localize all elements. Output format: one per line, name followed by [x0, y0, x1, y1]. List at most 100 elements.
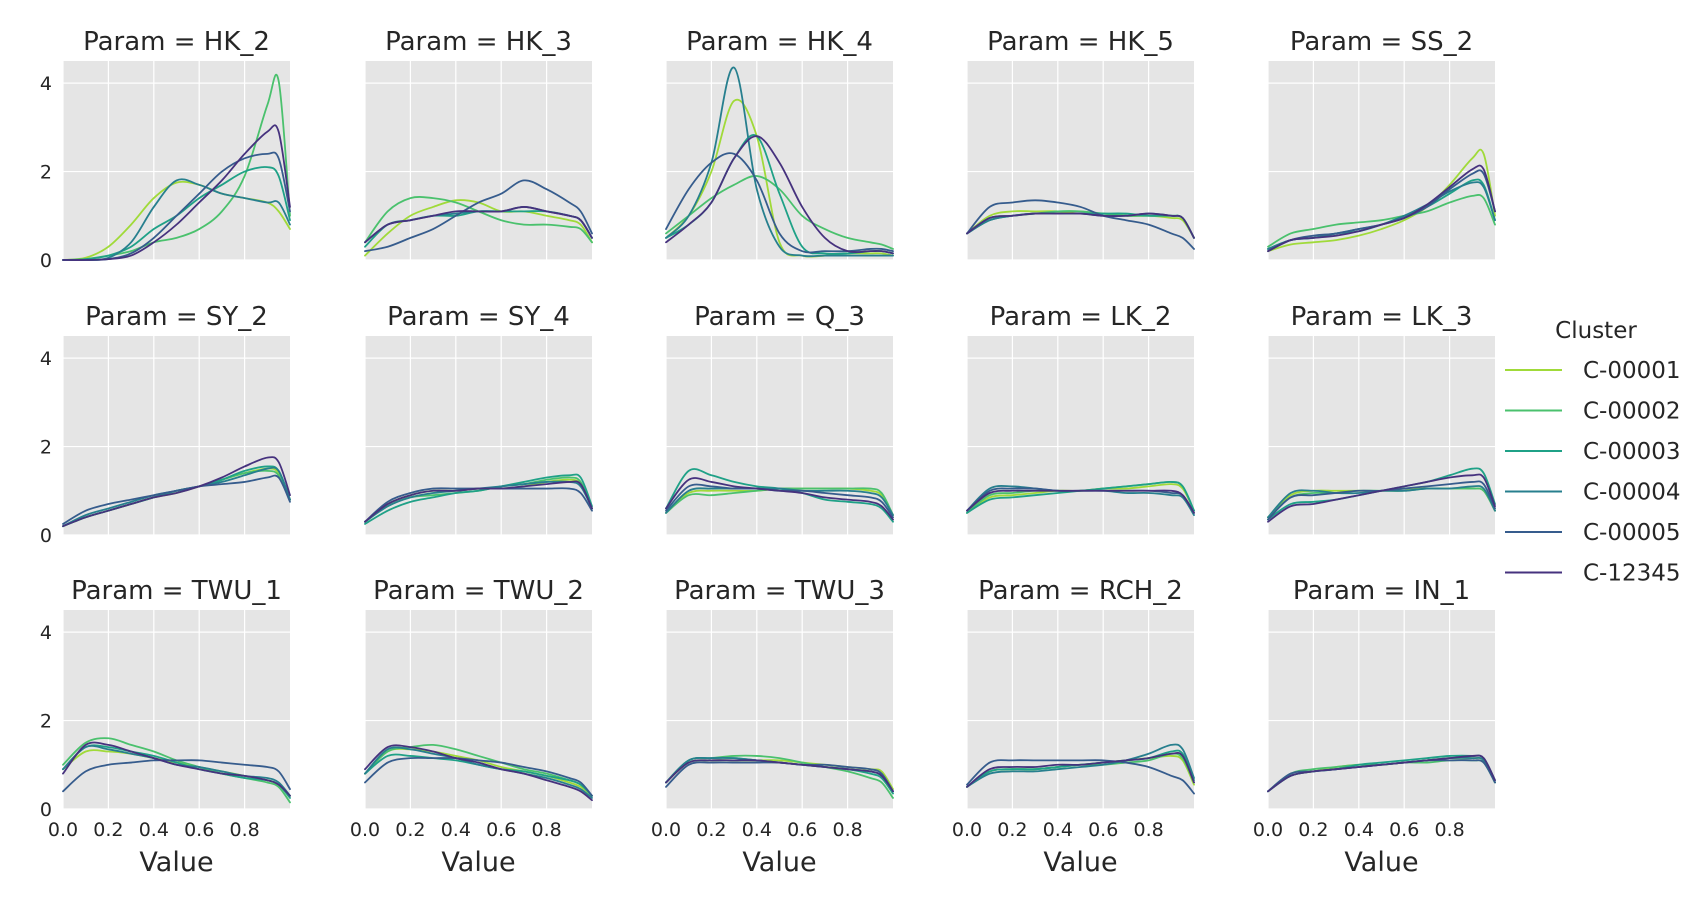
series-line-c-00002	[665, 175, 894, 250]
panel-twu-1: Param = TWU_1 0 2 4 0.0 0.2 0.4 0.6 0.8 Value	[40, 576, 291, 878]
series-line-c-00004	[665, 487, 894, 516]
series-line-c-12345	[1267, 754, 1496, 793]
legend-item: C-00004	[1505, 480, 1681, 506]
y-tick-label: 0	[40, 525, 52, 547]
x-tick-label: 0.0	[350, 819, 380, 841]
x-axis-label: Value	[139, 847, 213, 878]
plot-area	[666, 61, 893, 260]
plot-area	[63, 61, 290, 260]
series-line-c-00001	[1267, 148, 1496, 253]
series-line-c-00005	[665, 152, 894, 254]
legend-item: C-00005	[1505, 520, 1681, 546]
series-line-c-12345	[665, 135, 894, 255]
x-axis-label: Value	[1344, 847, 1418, 878]
y-tick-label: 2	[40, 437, 52, 459]
series-line-c-00004	[364, 746, 593, 799]
panel-q-3: Param = Q_3	[665, 302, 894, 536]
panel-title: Param = SY_2	[85, 302, 268, 332]
panel-lk-2: Param = LK_2	[966, 302, 1195, 536]
panel-hk-5: Param = HK_5	[966, 27, 1195, 261]
series-line-c-00005	[62, 474, 291, 525]
series-line-c-12345	[364, 206, 593, 244]
series-line-c-00002	[364, 196, 593, 244]
panel-title: Param = TWU_3	[674, 576, 885, 606]
panel-title: Param = Q_3	[694, 302, 865, 332]
series-line-c-12345	[62, 124, 291, 261]
x-tick-label: 0.4	[742, 819, 772, 841]
legend-label: C-12345	[1583, 561, 1681, 587]
plot-area	[1268, 61, 1495, 260]
legend-label: C-00003	[1583, 439, 1681, 465]
y-tick-label: 4	[40, 348, 52, 370]
plot-area	[666, 336, 893, 535]
panel-rch-2: Param = RCH_2 0.0 0.2 0.4 0.6 0.8 Value	[952, 576, 1195, 878]
plot-area	[967, 336, 1194, 535]
panel-sy-2: Param = SY_2 0 2 4	[40, 302, 291, 547]
legend-label: C-00002	[1583, 399, 1681, 425]
series-line-c-12345	[966, 212, 1195, 239]
x-tick-label: 0.6	[787, 819, 817, 841]
panel-title: Param = IN_1	[1293, 576, 1470, 606]
panel-twu-3: Param = TWU_3 0.0 0.2 0.4 0.6 0.8 Value	[651, 576, 894, 878]
series-line-c-00003	[966, 480, 1195, 514]
series-line-c-00005	[665, 483, 894, 519]
legend-item: C-12345	[1505, 561, 1681, 587]
series-line-c-00002	[665, 487, 894, 516]
panel-hk-3: Param = HK_3	[364, 27, 593, 261]
panel-hk-4: Param = HK_4	[665, 27, 894, 261]
series-line-c-00002	[1267, 194, 1496, 248]
x-tick-label: 0.4	[1043, 819, 1073, 841]
series-line-c-00005	[364, 179, 593, 253]
x-tick-label: 0.6	[486, 819, 516, 841]
x-tick-label: 0.0	[1253, 819, 1283, 841]
legend-label: C-00004	[1583, 480, 1681, 506]
legend-item: C-00002	[1505, 399, 1681, 425]
y-tick-label: 2	[40, 162, 52, 184]
series-line-c-12345	[966, 751, 1195, 788]
y-tick-label: 0	[40, 799, 52, 821]
panel-title: Param = LK_2	[990, 302, 1172, 332]
legend-label: C-00005	[1583, 520, 1681, 546]
panel-title: Param = HK_5	[987, 27, 1174, 57]
series-line-c-00004	[966, 743, 1195, 788]
x-tick-label: 0.2	[93, 819, 123, 841]
series-line-c-00005	[364, 756, 593, 797]
panel-hk-2: Param = HK_2 0 2 4	[40, 27, 291, 272]
x-tick-label: 0.6	[184, 819, 214, 841]
x-tick-label: 0.2	[997, 819, 1027, 841]
plot-area	[63, 336, 290, 535]
panel-title: Param = RCH_2	[978, 576, 1183, 606]
panel-title: Param = HK_3	[385, 27, 572, 57]
panel-lk-3: Param = LK_3	[1267, 302, 1496, 536]
series-line-c-12345	[1267, 164, 1496, 253]
panel-ss-2: Param = SS_2	[1267, 27, 1496, 261]
y-tick-label: 0	[40, 250, 52, 272]
panel-title: Param = SY_4	[387, 302, 570, 332]
series-line-c-12345	[364, 744, 593, 802]
y-tick-label: 4	[40, 73, 52, 95]
panel-title: Param = HK_2	[83, 27, 270, 57]
series-line-c-00005	[1267, 480, 1496, 521]
y-tick-label: 4	[40, 622, 52, 644]
series-line-c-12345	[966, 489, 1195, 514]
series-line-c-00005	[62, 759, 291, 793]
series-line-c-00003	[62, 166, 291, 261]
plot-area	[967, 61, 1194, 260]
legend-title: Cluster	[1555, 318, 1637, 344]
series-line-c-00004	[1267, 485, 1496, 519]
plot-area	[365, 61, 592, 260]
series-line-c-00002	[62, 737, 291, 804]
x-tick-label: 0.2	[1298, 819, 1328, 841]
x-tick-label: 0.0	[952, 819, 982, 841]
x-tick-label: 0.2	[696, 819, 726, 841]
legend-item: C-00001	[1505, 358, 1681, 384]
series-line-c-12345	[364, 480, 593, 523]
x-tick-label: 0.2	[395, 819, 425, 841]
y-tick-label: 2	[40, 711, 52, 733]
x-tick-label: 0.0	[651, 819, 681, 841]
x-tick-label: 0.8	[832, 819, 862, 841]
series-line-c-12345	[1267, 473, 1496, 523]
x-axis-label: Value	[742, 847, 816, 878]
x-tick-label: 0.4	[1344, 819, 1374, 841]
